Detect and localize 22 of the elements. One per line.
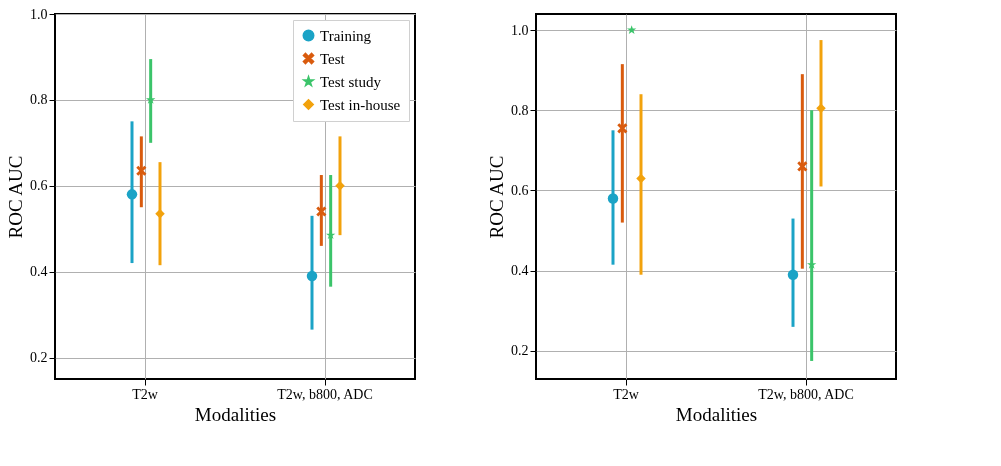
x-axis-title: Modalities: [675, 403, 758, 425]
y-tick-label: 0.2: [30, 350, 48, 366]
y-tick-label: 1.0: [30, 6, 48, 22]
legend-label: Test: [320, 50, 346, 67]
legend-label: Test study: [320, 73, 382, 90]
y-tick-label: 1.0: [511, 22, 529, 38]
y-axis-title: ROC AUC: [486, 155, 507, 239]
y-tick-label: 0.2: [511, 343, 529, 359]
y-tick-label: 0.4: [511, 263, 529, 279]
x-tick-label: T2w: [132, 386, 159, 402]
y-tick-label: 0.8: [511, 102, 529, 118]
x-tick-label: T2w, b800, ADC: [758, 386, 854, 402]
y-tick-label: 0.4: [30, 264, 48, 280]
y-tick-label: 0.8: [30, 92, 48, 108]
x-tick-label: T2w, b800, ADC: [277, 386, 373, 402]
y-tick-label: 0.6: [30, 178, 48, 194]
x-tick-label: T2w: [613, 386, 640, 402]
legend-label: Training: [320, 27, 372, 44]
legend-label: Test in-house: [320, 96, 401, 113]
x-axis-title: Modalities: [194, 403, 277, 425]
y-axis-title: ROC AUC: [5, 155, 26, 239]
y-tick-label: 0.6: [511, 182, 529, 198]
